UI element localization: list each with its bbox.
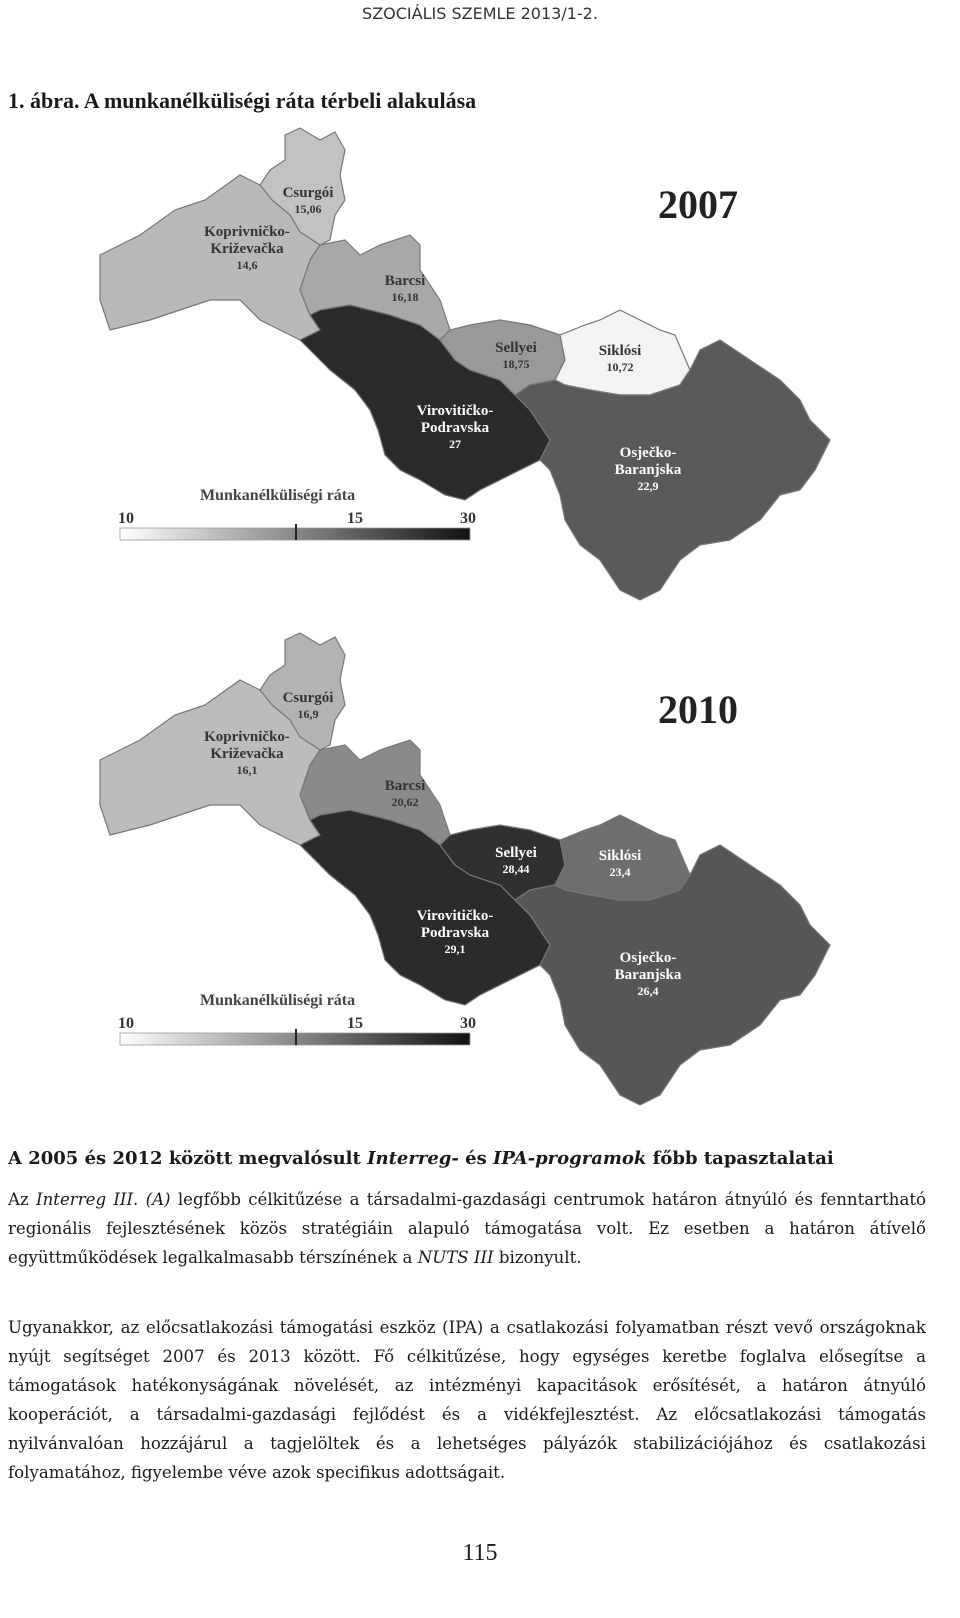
region — [298, 304, 551, 501]
text: Ugyanakkor, az előcsatlakozási támogatás… — [8, 1318, 926, 1482]
legend-tick-label: 30 — [460, 510, 476, 527]
region-name: Csurgói — [283, 185, 334, 201]
region — [514, 844, 831, 1106]
region-name: Osječko- — [620, 950, 677, 966]
region-name: Virovitičko- — [417, 403, 494, 419]
region-name: Sellyei — [495, 340, 537, 356]
region-value: 16,18 — [392, 290, 419, 304]
region — [259, 632, 346, 751]
figure-maps: Csurgói15,06Koprivničko-Križevačka14,6Ba… — [99, 127, 831, 1106]
region-value: 28,44 — [503, 862, 530, 876]
region-name: Barcsi — [385, 273, 426, 289]
region-name: Csurgói — [283, 690, 334, 706]
section-heading: A 2005 és 2012 között megvalósult Interr… — [8, 1148, 928, 1169]
region-name: Baranjska — [615, 462, 682, 478]
region-name: Osječko- — [620, 445, 677, 461]
italic-text: Interreg III. (A) — [36, 1190, 171, 1209]
region — [259, 127, 346, 246]
text: A 2005 és 2012 között megvalósult — [8, 1148, 368, 1169]
region-name: Siklósi — [599, 343, 642, 359]
legend-title: Munkanélküliségi ráta — [200, 487, 355, 504]
region-value: 18,75 — [503, 357, 530, 371]
text: legfőbb célkitűzése a társadalmi-gazdasá… — [8, 1190, 926, 1267]
region-name: Podravska — [421, 925, 490, 941]
region-value: 16,1 — [237, 763, 258, 777]
region — [514, 339, 831, 601]
running-header: SZOCIÁLIS SZEMLE 2013/1-2. — [362, 4, 598, 23]
legend-tick-label: 10 — [118, 1015, 134, 1032]
italic-text: IPA-programok — [492, 1148, 647, 1169]
legend-tick-label: 15 — [347, 510, 363, 527]
legend-tick-label: 15 — [347, 1015, 363, 1032]
italic-text: Interreg- — [367, 1148, 459, 1169]
region-value: 14,6 — [237, 258, 258, 272]
text: bizonyult. — [493, 1248, 582, 1267]
region-name: Križevačka — [210, 241, 284, 257]
italic-text: NUTS III — [417, 1248, 494, 1267]
region-name: Podravska — [421, 420, 490, 436]
region-name: Koprivničko- — [204, 729, 290, 745]
region-value: 20,62 — [392, 795, 419, 809]
region-value: 29,1 — [445, 942, 466, 956]
text: Az — [8, 1190, 37, 1209]
region-value: 23,4 — [610, 865, 631, 879]
legend-tick-label: 10 — [118, 510, 134, 527]
region-value: 22,9 — [638, 479, 659, 493]
region-name: Virovitičko- — [417, 908, 494, 924]
paragraph: Az Interreg III. (A) legfőbb célkitűzése… — [8, 1185, 926, 1272]
region-name: Križevačka — [210, 746, 284, 762]
region-value: 10,72 — [607, 360, 634, 374]
legend-tick-label: 30 — [460, 1015, 476, 1032]
page-number: 115 — [462, 1540, 498, 1566]
text: és — [458, 1148, 493, 1169]
map-year: 2007 — [658, 182, 738, 227]
region-value: 16,9 — [298, 707, 319, 721]
paragraph: Ugyanakkor, az előcsatlakozási támogatás… — [8, 1313, 926, 1487]
region-name: Sellyei — [495, 845, 537, 861]
region-name: Barcsi — [385, 778, 426, 794]
map-year: 2010 — [658, 687, 738, 732]
region-value: 15,06 — [295, 202, 322, 216]
figure-title: 1. ábra. A munkanélküliségi ráta térbeli… — [8, 88, 477, 113]
region-name: Siklósi — [599, 848, 642, 864]
region-name: Koprivničko- — [204, 224, 290, 240]
region-name: Baranjska — [615, 967, 682, 983]
legend-title: Munkanélküliségi ráta — [200, 992, 355, 1009]
text: főbb tapasztalatai — [646, 1148, 834, 1169]
region — [298, 809, 551, 1006]
region-value: 27 — [449, 437, 461, 451]
region-value: 26,4 — [638, 984, 659, 998]
